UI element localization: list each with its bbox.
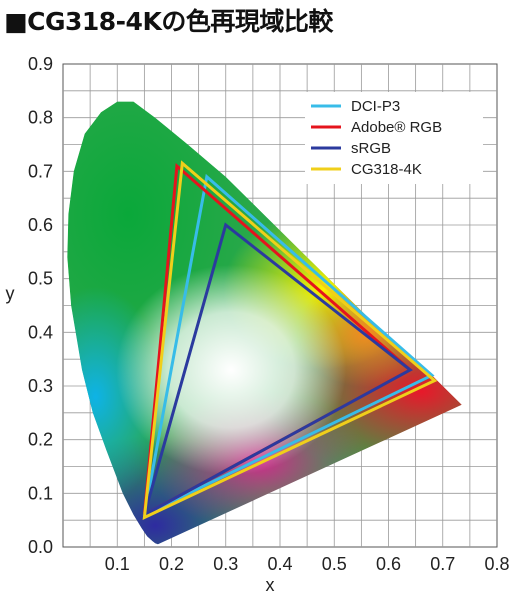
- y-tick-label: 0.3: [28, 376, 53, 396]
- x-tick-label: 0.8: [484, 554, 509, 574]
- chart-title: ■CG318-4Kの色再現域比較: [4, 7, 333, 36]
- y-tick-label: 0.0: [28, 537, 53, 557]
- y-tick-label: 0.1: [28, 483, 53, 503]
- gamut-dci-p3: [142, 173, 435, 518]
- legend-entry-label: DCI-P3: [351, 98, 400, 115]
- legend-entry-label: Adobe® RGB: [351, 119, 442, 136]
- y-tick-label: 0.5: [28, 269, 53, 289]
- x-tick-label: 0.5: [322, 554, 347, 574]
- x-tick-label: 0.4: [267, 554, 292, 574]
- y-tick-label: 0.7: [28, 161, 53, 181]
- y-tick-label: 0.4: [28, 322, 53, 342]
- x-tick-label: 0.3: [213, 554, 238, 574]
- y-tick-label: 0.6: [28, 215, 53, 235]
- y-tick-label: 0.9: [28, 54, 53, 74]
- y-tick-label: 0.2: [28, 430, 53, 450]
- x-axis-label: x: [266, 575, 275, 595]
- x-tick-label: 0.6: [376, 554, 401, 574]
- gamut-cg318-4k: [142, 160, 438, 520]
- x-tick-label: 0.2: [159, 554, 184, 574]
- x-tick-label: 0.7: [430, 554, 455, 574]
- gamut-srgb: [141, 222, 413, 518]
- y-tick-label: 0.8: [28, 108, 53, 128]
- legend: DCI-P3 Adobe® RGB sRGB CG318-4K: [305, 92, 483, 184]
- y-axis-label: y: [6, 284, 15, 304]
- legend-entry-label: CG318-4K: [351, 161, 422, 178]
- x-tick-label: 0.1: [105, 554, 130, 574]
- legend-entry-label: sRGB: [351, 140, 391, 157]
